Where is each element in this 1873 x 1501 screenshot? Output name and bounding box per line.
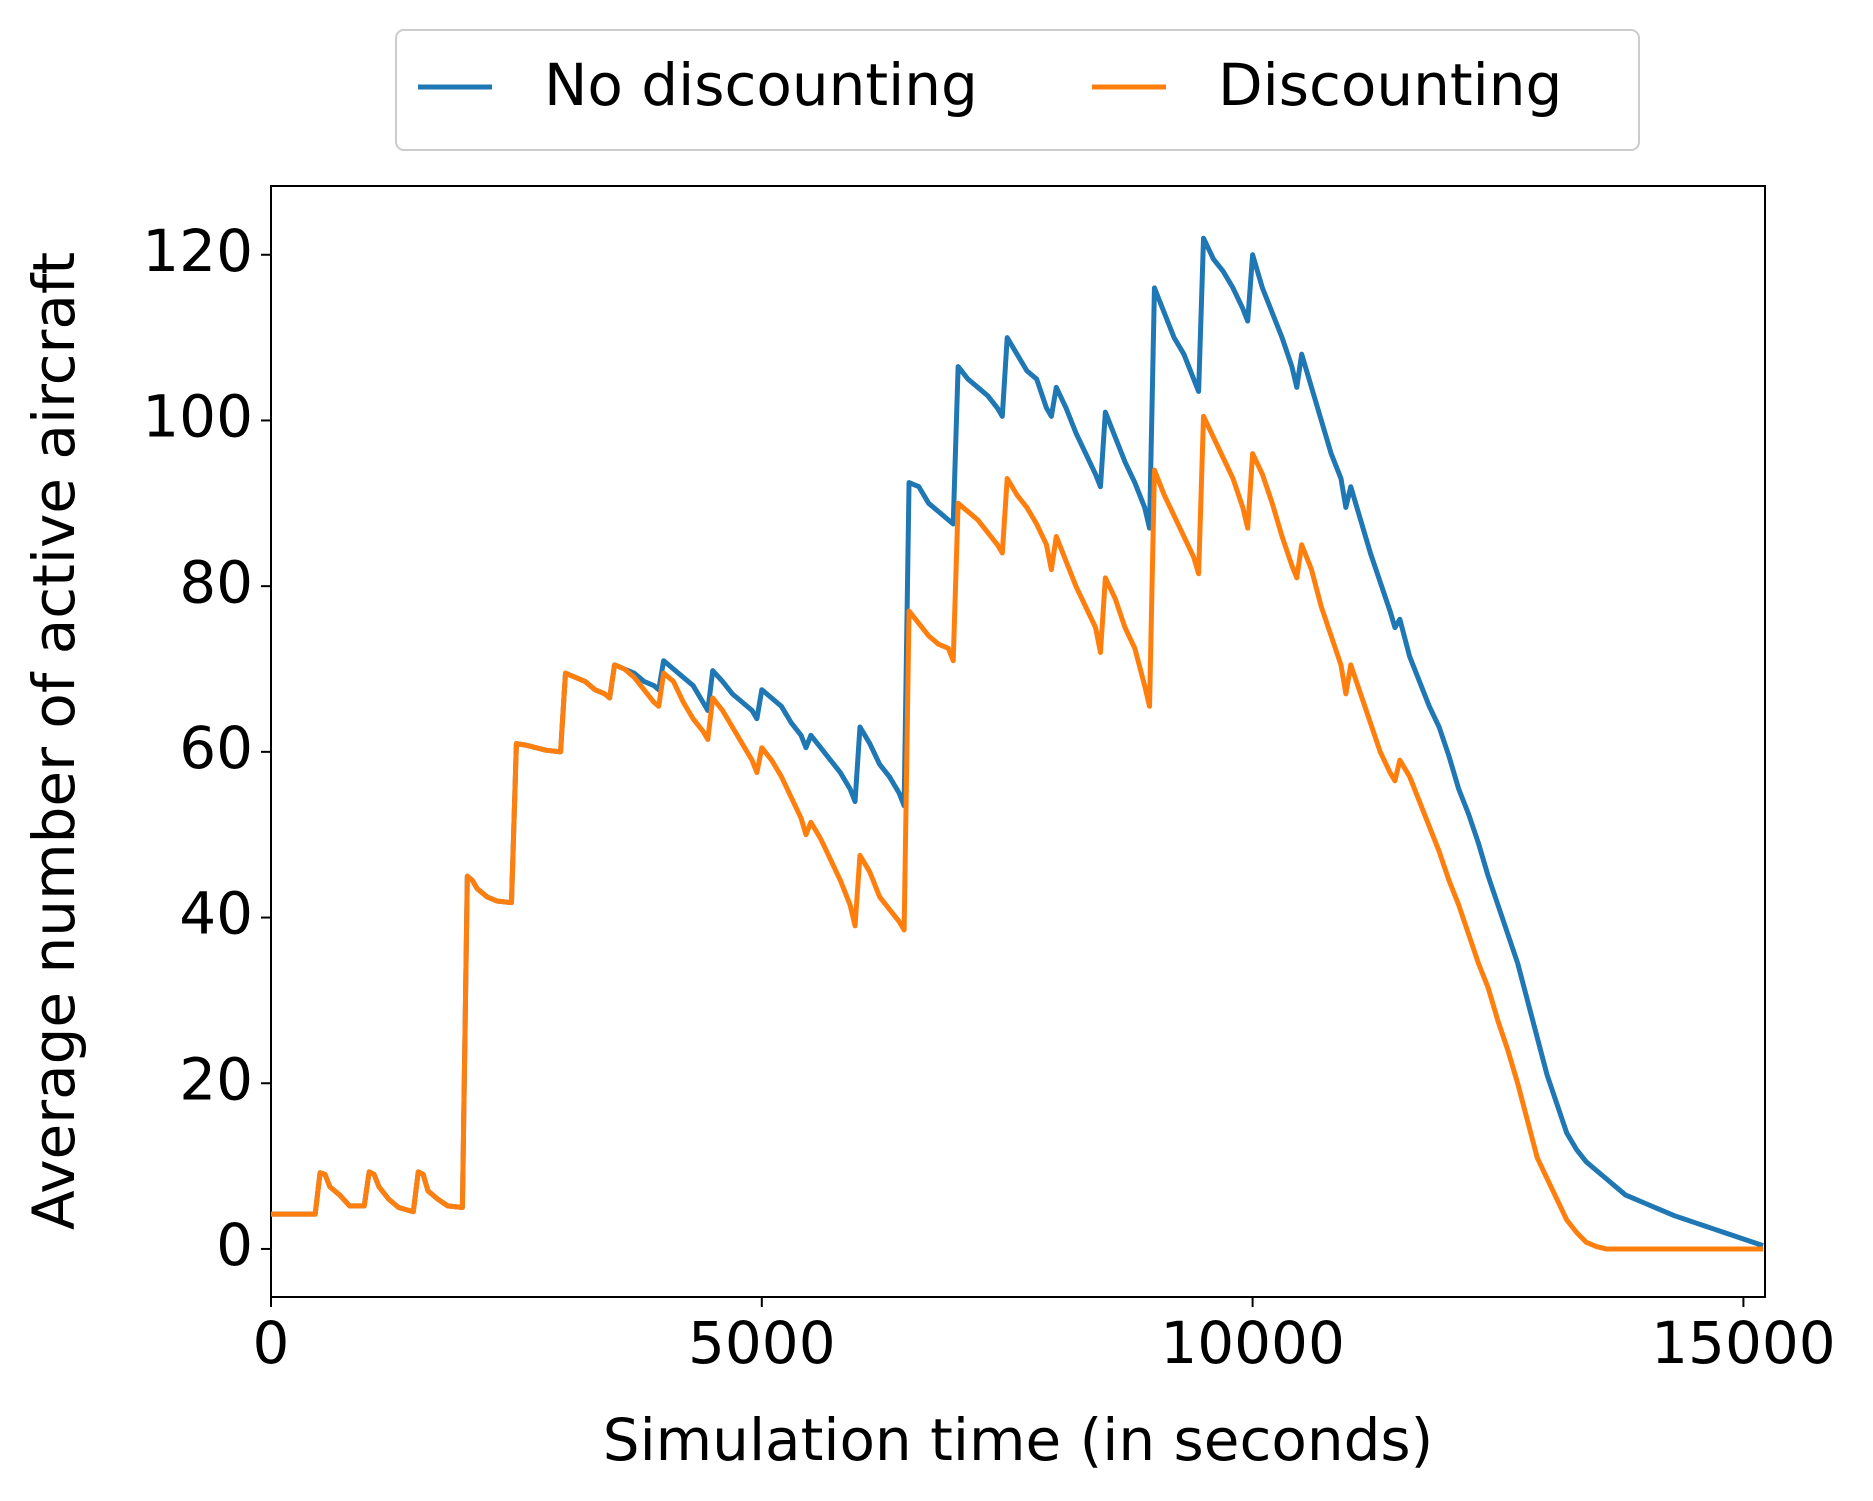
y-tick-label: 80 [179, 548, 253, 616]
y-tick-label: 120 [142, 217, 253, 285]
x-tick-label: 5000 [688, 1309, 836, 1377]
y-tick-label: 60 [179, 714, 253, 782]
x-tick-label: 15000 [1651, 1309, 1836, 1377]
legend-label: Discounting [1218, 51, 1562, 119]
y-tick-label: 20 [179, 1045, 253, 1113]
x-tick-label: 10000 [1160, 1309, 1345, 1377]
legend-label: No discounting [544, 51, 978, 119]
y-tick-label: 40 [179, 880, 253, 948]
y-tick-label: 100 [142, 383, 253, 451]
y-axis-label: Average number of active aircraft [20, 252, 88, 1230]
legend-box [395, 29, 1640, 151]
data-line [271, 235, 1764, 1248]
plot-frame [270, 185, 1766, 1298]
y-tick-label: 0 [216, 1211, 253, 1279]
x-tick-label: 0 [253, 1309, 290, 1377]
data-line [271, 413, 1764, 1252]
x-axis-label: Simulation time (in seconds) [603, 1406, 1434, 1474]
